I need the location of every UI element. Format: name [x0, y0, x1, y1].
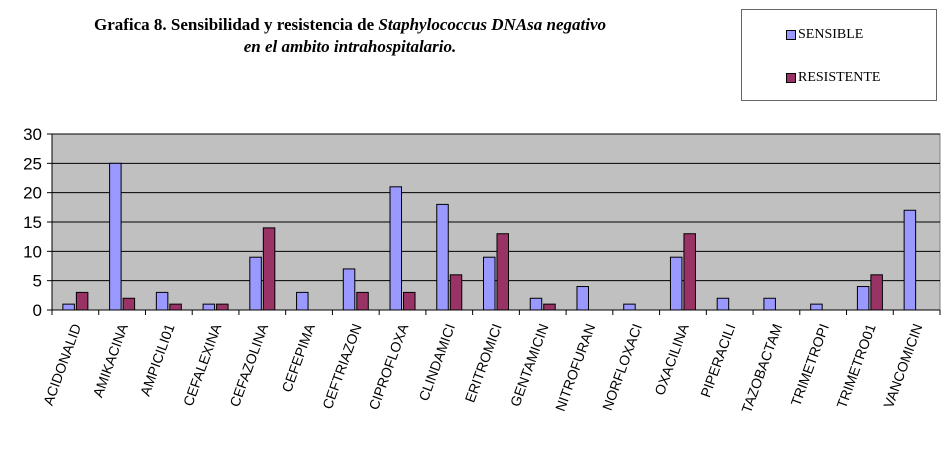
bar-sensible — [763, 297, 776, 311]
category-label: CEFALEXINA — [180, 321, 225, 408]
bar-resistente — [262, 227, 276, 311]
legend-label-resistente: RESISTENTE — [798, 70, 881, 85]
bar-sensible — [576, 286, 589, 311]
category-label: PIPERACILI — [697, 322, 738, 400]
category-label: AMIKACINA — [90, 321, 132, 399]
category-label: ERITROMICI — [462, 322, 505, 405]
bar-chart: 0 5 10 15 20 25 30 ACIDONALID AMIKACINA AMPICILI0… — [23, 125, 941, 415]
category-label: OXACILINA — [651, 321, 692, 397]
y-tick-label: 5 — [33, 272, 42, 291]
bar-sensible — [109, 162, 122, 311]
y-tick-label: 25 — [23, 154, 42, 173]
title-line2: en el ambito intrahospitalario. — [243, 37, 457, 56]
bar-resistente — [122, 297, 136, 311]
bar-resistente — [216, 303, 229, 311]
category-label: CLINDAMICI — [415, 322, 458, 403]
legend: SENSIBLE RESISTENTE — [741, 9, 937, 101]
title-part1: Grafica 8. Sensibilidad y resistencia de — [93, 15, 379, 34]
bar-sensible — [389, 186, 403, 311]
bar-resistente — [356, 291, 369, 311]
chart-title: Grafica 8. Sensibilidad y resistencia de… — [0, 14, 700, 58]
category-label: CEFTRIAZON — [319, 322, 365, 412]
category-label: VANCOMICIN — [880, 322, 925, 411]
legend-item-sensible: SENSIBLE — [786, 27, 863, 43]
bar-resistente — [403, 291, 416, 311]
bar-sensible — [342, 268, 356, 311]
bar-sensible — [436, 203, 449, 311]
legend-label-sensible: SENSIBLE — [798, 27, 864, 42]
category-label: ACIDONALID — [40, 322, 84, 408]
bar-sensible — [669, 256, 683, 311]
category-label: NITROFURAN — [552, 322, 598, 414]
bar-sensible — [810, 303, 823, 311]
category-label: NORFLOXACI — [599, 322, 645, 413]
category-label: TRIMETRO01 — [833, 321, 878, 410]
category-label: CIPROFLOXA — [365, 321, 411, 412]
legend-swatch-resistente — [786, 73, 796, 83]
bar-sensible — [296, 291, 309, 311]
bar-sensible — [202, 303, 216, 311]
bar-sensible — [483, 256, 496, 311]
bar-sensible — [623, 303, 636, 311]
category-label: GENTAMICIN — [507, 322, 552, 409]
category-label: TAZOBACTAM — [738, 322, 785, 415]
bar-sensible — [856, 286, 870, 311]
bar-sensible — [716, 297, 730, 311]
y-tick-label: 10 — [23, 242, 42, 261]
y-tick-label: 0 — [33, 301, 42, 320]
legend-swatch-sensible — [786, 30, 796, 40]
bar-sensible — [62, 303, 75, 311]
legend-item-resistente: RESISTENTE — [786, 70, 880, 86]
bar-resistente — [683, 233, 696, 311]
bar-sensible — [249, 256, 262, 311]
category-label: CEFEPIMA — [278, 321, 318, 394]
bar-resistente — [543, 303, 556, 311]
y-tick-label: 15 — [23, 213, 42, 232]
category-label: CEFAZOLINA — [226, 321, 271, 409]
bar-resistente — [496, 233, 509, 311]
bar-resistente — [75, 291, 89, 311]
bar-resistente — [449, 274, 463, 311]
category-label: TRIMETROPI — [787, 322, 832, 409]
bar-sensible — [903, 209, 917, 311]
title-species: Staphylococcus DNAsa negativo — [378, 15, 607, 34]
bar-resistente — [169, 303, 182, 311]
category-label: AMPICILI01 — [137, 321, 178, 398]
bar-sensible — [529, 297, 543, 311]
bar-sensible — [155, 291, 169, 311]
y-tick-label: 20 — [23, 184, 42, 203]
bar-resistente — [870, 274, 883, 311]
y-tick-label: 30 — [23, 125, 42, 144]
